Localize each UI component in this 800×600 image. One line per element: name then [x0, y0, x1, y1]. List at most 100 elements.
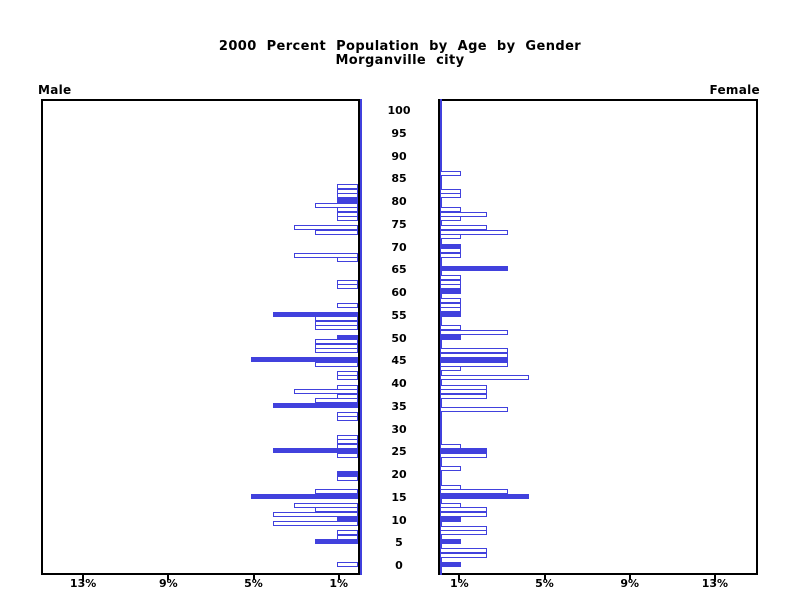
female-bar-age-37 — [440, 393, 487, 399]
female-pct-tick — [628, 575, 631, 580]
male-pct-tick-label: 5% — [244, 577, 263, 590]
male-bar-age-74 — [294, 225, 358, 231]
age-axis-tick-label: 0 — [395, 559, 403, 572]
female-bar-age-34 — [440, 407, 508, 413]
female-bar-age-44 — [440, 361, 508, 367]
female-bar-age-61 — [440, 284, 461, 290]
male-bar-age-27 — [337, 439, 358, 445]
male-bar-age-37 — [337, 393, 358, 399]
male-bar-age-53 — [315, 320, 358, 326]
female-bar-age-45 — [440, 357, 508, 363]
male-bar-age-11 — [273, 511, 358, 517]
female-pct-tick — [713, 575, 716, 580]
female-bar-age-3 — [440, 548, 487, 554]
age-axis-tick-label: 25 — [391, 445, 407, 459]
male-pct-tick-label: 13% — [69, 577, 97, 590]
male-bar-age-83 — [337, 184, 358, 190]
female-bar-age-7 — [440, 530, 487, 536]
male-bar-age-77 — [337, 211, 358, 217]
female-pct-tick-label: 5% — [535, 577, 554, 590]
female-plot-area — [438, 99, 758, 575]
male-bar-age-62 — [337, 279, 358, 285]
male-bar-age-13 — [294, 502, 358, 508]
female-bar-age-13 — [440, 502, 461, 508]
female-bar-age-70 — [440, 243, 461, 249]
age-axis-tick-label: 65 — [391, 263, 407, 277]
female-bar-age-17 — [440, 484, 461, 490]
male-bar-age-68 — [294, 252, 358, 258]
male-bar-age-38 — [294, 389, 358, 395]
male-bar-age-9 — [273, 521, 358, 527]
female-bar-age-82 — [440, 188, 461, 194]
female-bar-age-5 — [440, 539, 461, 545]
male-bar-age-0 — [337, 562, 358, 567]
male-bar-age-32 — [337, 416, 358, 422]
age-axis-tick-label: 100 — [387, 104, 411, 117]
male-bar-age-67 — [337, 257, 358, 263]
male-bar-age-7 — [337, 530, 358, 536]
age-axis-tick-label: 10 — [391, 513, 407, 527]
male-bar-age-45 — [251, 357, 358, 363]
female-pct-tick-label: 9% — [620, 577, 640, 590]
male-bar-age-15 — [251, 493, 358, 499]
male-bar-age-48 — [315, 343, 358, 349]
male-bar-age-73 — [315, 229, 358, 235]
age-axis-tick-label: 40 — [391, 377, 407, 390]
female-bar-age-77 — [440, 211, 487, 217]
female-bar-age-65 — [440, 266, 508, 272]
male-bar-age-26 — [337, 443, 358, 449]
male-bar-age-5 — [315, 539, 358, 545]
male-pct-tick-label: 9% — [158, 577, 178, 590]
male-bar-age-78 — [337, 207, 358, 213]
age-axis-tick-label: 50 — [391, 331, 407, 345]
male-bar-age-19 — [337, 475, 358, 481]
female-bar-age-16 — [440, 489, 508, 495]
female-bar-age-74 — [440, 225, 487, 231]
age-axis-tick-label: 20 — [391, 468, 407, 481]
age-axis-tick-label: 70 — [391, 240, 407, 254]
female-bar-age-60 — [440, 289, 461, 294]
female-bar-age-21 — [440, 466, 461, 472]
female-bar-age-63 — [440, 275, 461, 281]
male-bar-age-12 — [315, 507, 358, 513]
female-bar-age-68 — [440, 252, 461, 258]
male-bar-age-36 — [315, 398, 358, 404]
male-bar-age-82 — [337, 188, 358, 194]
male-bar-age-44 — [315, 361, 358, 367]
female-bar-age-81 — [440, 193, 461, 199]
male-bar-age-47 — [315, 348, 358, 354]
female-bar-age-24 — [440, 452, 487, 458]
female-bar-age-78 — [440, 207, 461, 213]
male-bar-age-41 — [337, 375, 358, 381]
male-bar-age-52 — [315, 325, 358, 331]
male-bar-age-20 — [337, 471, 358, 476]
chart-title-line2: Morganville city — [335, 53, 465, 68]
female-bar-age-52 — [440, 325, 461, 331]
age-axis-tick-label: 90 — [391, 149, 407, 163]
male-bar-age-35 — [273, 402, 358, 408]
age-axis-tick-label: 15 — [391, 490, 407, 504]
female-bar-age-38 — [440, 389, 487, 395]
female-bar-age-10 — [440, 516, 461, 522]
female-bar-age-8 — [440, 525, 487, 531]
male-bar-age-81 — [337, 193, 358, 199]
female-bar-age-58 — [440, 298, 461, 304]
male-bar-age-55 — [273, 311, 358, 317]
female-bar-age-76 — [440, 216, 461, 222]
female-bar-age-69 — [440, 248, 461, 254]
female-bar-age-43 — [440, 366, 461, 372]
female-bar-age-50 — [440, 334, 461, 340]
male-bar-age-76 — [337, 216, 358, 222]
female-bar-age-46 — [440, 352, 508, 358]
female-bar-age-51 — [440, 329, 508, 335]
male-bar-age-39 — [337, 384, 358, 390]
male-pct-tick-label: 1% — [329, 577, 349, 590]
male-zero-baseline — [360, 99, 362, 575]
female-pct-tick-label: 13% — [701, 577, 729, 590]
age-axis-tick-label: 55 — [391, 308, 407, 322]
chart-title: 2000 Percent Population by Age by Gender… — [0, 40, 800, 68]
female-bar-age-41 — [440, 375, 529, 381]
male-bar-age-79 — [315, 202, 358, 208]
age-axis-tick-label: 30 — [391, 422, 407, 436]
age-axis-tick-label: 35 — [391, 399, 407, 413]
